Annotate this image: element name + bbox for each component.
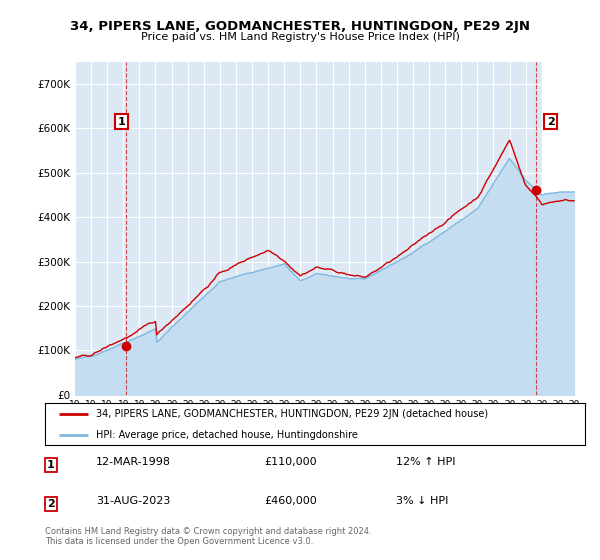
Text: 12% ↑ HPI: 12% ↑ HPI (396, 457, 455, 467)
Bar (542, 62, 582, 395)
Text: 34, PIPERS LANE, GODMANCHESTER, HUNTINGDON, PE29 2JN (detached house): 34, PIPERS LANE, GODMANCHESTER, HUNTINGD… (96, 409, 488, 419)
Text: £460,000: £460,000 (264, 496, 317, 506)
Text: Price paid vs. HM Land Registry's House Price Index (HPI): Price paid vs. HM Land Registry's House … (140, 32, 460, 42)
Text: 31-AUG-2023: 31-AUG-2023 (96, 496, 170, 506)
Text: 1: 1 (47, 460, 55, 470)
Text: 1: 1 (118, 116, 125, 127)
Text: 12-MAR-1998: 12-MAR-1998 (96, 457, 171, 467)
Text: HPI: Average price, detached house, Huntingdonshire: HPI: Average price, detached house, Hunt… (96, 430, 358, 440)
Text: 3% ↓ HPI: 3% ↓ HPI (396, 496, 448, 506)
Bar (542, 62, 582, 395)
Text: 34, PIPERS LANE, GODMANCHESTER, HUNTINGDON, PE29 2JN: 34, PIPERS LANE, GODMANCHESTER, HUNTINGD… (70, 20, 530, 32)
Text: £110,000: £110,000 (264, 457, 317, 467)
Text: 2: 2 (547, 116, 554, 127)
Text: 2: 2 (47, 499, 55, 509)
Text: Contains HM Land Registry data © Crown copyright and database right 2024.
This d: Contains HM Land Registry data © Crown c… (45, 526, 371, 546)
